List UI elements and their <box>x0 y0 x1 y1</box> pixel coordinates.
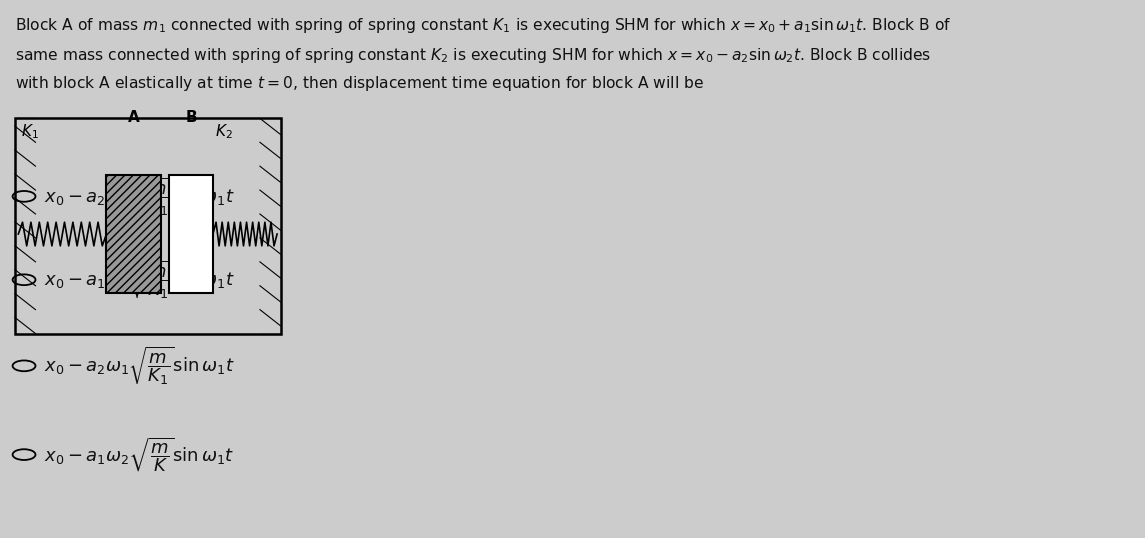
Text: $x_0-a_1\omega_1$$\sqrt{\dfrac{m}{K_1}}$$\sin\omega_1 t$: $x_0-a_1\omega_1$$\sqrt{\dfrac{m}{K_1}}$… <box>44 259 235 301</box>
Text: Block A of mass $m_1$ connected with spring of spring constant $K_1$ is executin: Block A of mass $m_1$ connected with spr… <box>15 16 951 35</box>
Text: $x_0-a_1\omega_2$$\sqrt{\dfrac{m}{K}}$$\sin\omega_1 t$: $x_0-a_1\omega_2$$\sqrt{\dfrac{m}{K}}$$\… <box>44 435 234 474</box>
Text: $x_0-a_2\omega_2$$\sqrt{\dfrac{m}{K_1}}$$\sin\omega_1 t$: $x_0-a_2\omega_2$$\sqrt{\dfrac{m}{K_1}}$… <box>44 175 235 217</box>
Text: $K_1$: $K_1$ <box>21 123 38 141</box>
Text: B: B <box>185 110 197 125</box>
Text: A: A <box>128 110 140 125</box>
Text: same mass connected with spring of spring constant $K_2$ is executing SHM for wh: same mass connected with spring of sprin… <box>15 46 931 65</box>
Bar <box>15 118 281 334</box>
Text: $x_0-a_2\omega_1$$\sqrt{\dfrac{m}{K_1}}$$\sin\omega_1 t$: $x_0-a_2\omega_1$$\sqrt{\dfrac{m}{K_1}}$… <box>44 345 235 387</box>
Bar <box>106 175 161 293</box>
Text: $K_2$: $K_2$ <box>215 123 232 141</box>
Bar <box>169 175 213 293</box>
Text: with block A elastically at time $t=0$, then displacement time equation for bloc: with block A elastically at time $t=0$, … <box>15 74 704 93</box>
